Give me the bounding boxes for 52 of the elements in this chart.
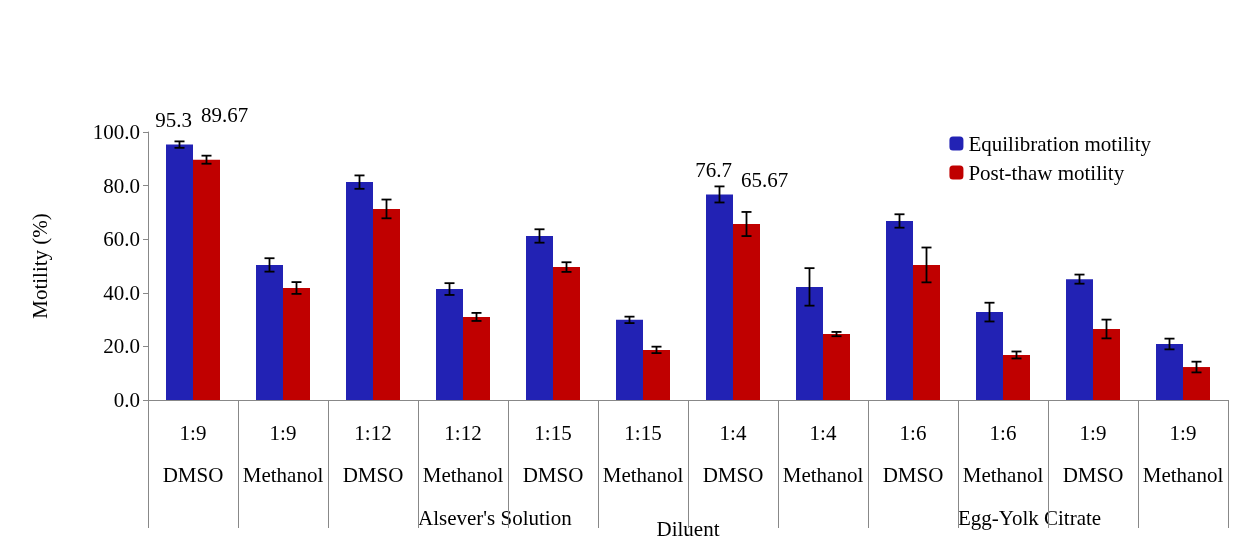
x-tick-label: 1:9 DMSO xyxy=(162,421,224,487)
x-tick-label: 1:4 DMSO xyxy=(702,421,764,487)
bar xyxy=(886,220,913,400)
bar xyxy=(346,182,373,400)
x-tick-label: 1:4 Methanol xyxy=(782,421,864,487)
y-tick-label: 0.0 xyxy=(113,388,140,412)
bar xyxy=(193,159,220,400)
text: Alsever's Solution xyxy=(418,505,573,530)
data-label: 76.7 xyxy=(695,157,732,182)
y-axis-title: Motility (%) xyxy=(27,213,52,319)
y-tick-label: 20.0 xyxy=(103,334,140,359)
bar xyxy=(283,287,310,400)
x-tick-label: 1:6 DMSO xyxy=(882,421,944,487)
x-tick-label: 1:9 Methanol xyxy=(242,421,324,487)
bar xyxy=(1003,354,1030,400)
bar xyxy=(643,349,670,400)
legend-label: Equilibration motility xyxy=(968,131,1152,156)
bar xyxy=(796,286,823,400)
bar xyxy=(1093,328,1120,400)
bar xyxy=(733,224,760,400)
bar xyxy=(1183,367,1210,400)
data-label: 89.67 xyxy=(200,103,249,128)
bar xyxy=(823,334,850,400)
bar xyxy=(256,264,283,400)
bar xyxy=(526,235,553,400)
bar xyxy=(463,316,490,400)
y-tick-label: 40.0 xyxy=(103,280,140,305)
legend-label: Post-thaw motility xyxy=(968,160,1125,185)
y-tick-label: 100.0 xyxy=(92,120,140,144)
y-tick-label: 80.0 xyxy=(103,173,140,198)
x-tick-label: 1:12 DMSO xyxy=(342,421,404,487)
bar xyxy=(166,144,193,400)
bar xyxy=(373,208,400,400)
x-tick-label: 1:15 Methanol xyxy=(602,421,684,487)
bar xyxy=(706,194,733,400)
x-tick-label: 1:12 Methanol xyxy=(422,421,504,487)
bar xyxy=(1066,279,1093,400)
data-label: 95.3 xyxy=(155,108,192,133)
bar xyxy=(616,319,643,400)
x-tick-label: 1:15 DMSO xyxy=(522,421,584,487)
y-tick-label: 60.0 xyxy=(103,227,140,252)
data-label: 65.67 xyxy=(740,167,789,192)
bar xyxy=(436,289,463,400)
text: Egg-Yolk Citrate xyxy=(957,505,1102,530)
bar xyxy=(553,267,580,400)
x-tick-label: 1:6 Methanol xyxy=(962,421,1044,487)
x-tick-label: 1:9 Methanol xyxy=(1142,421,1224,487)
bar xyxy=(976,312,1003,400)
bar xyxy=(913,264,940,400)
x-axis-title: Diluent xyxy=(656,516,720,541)
x-tick-label: 1:9 DMSO xyxy=(1062,421,1124,487)
bar xyxy=(1156,343,1183,400)
